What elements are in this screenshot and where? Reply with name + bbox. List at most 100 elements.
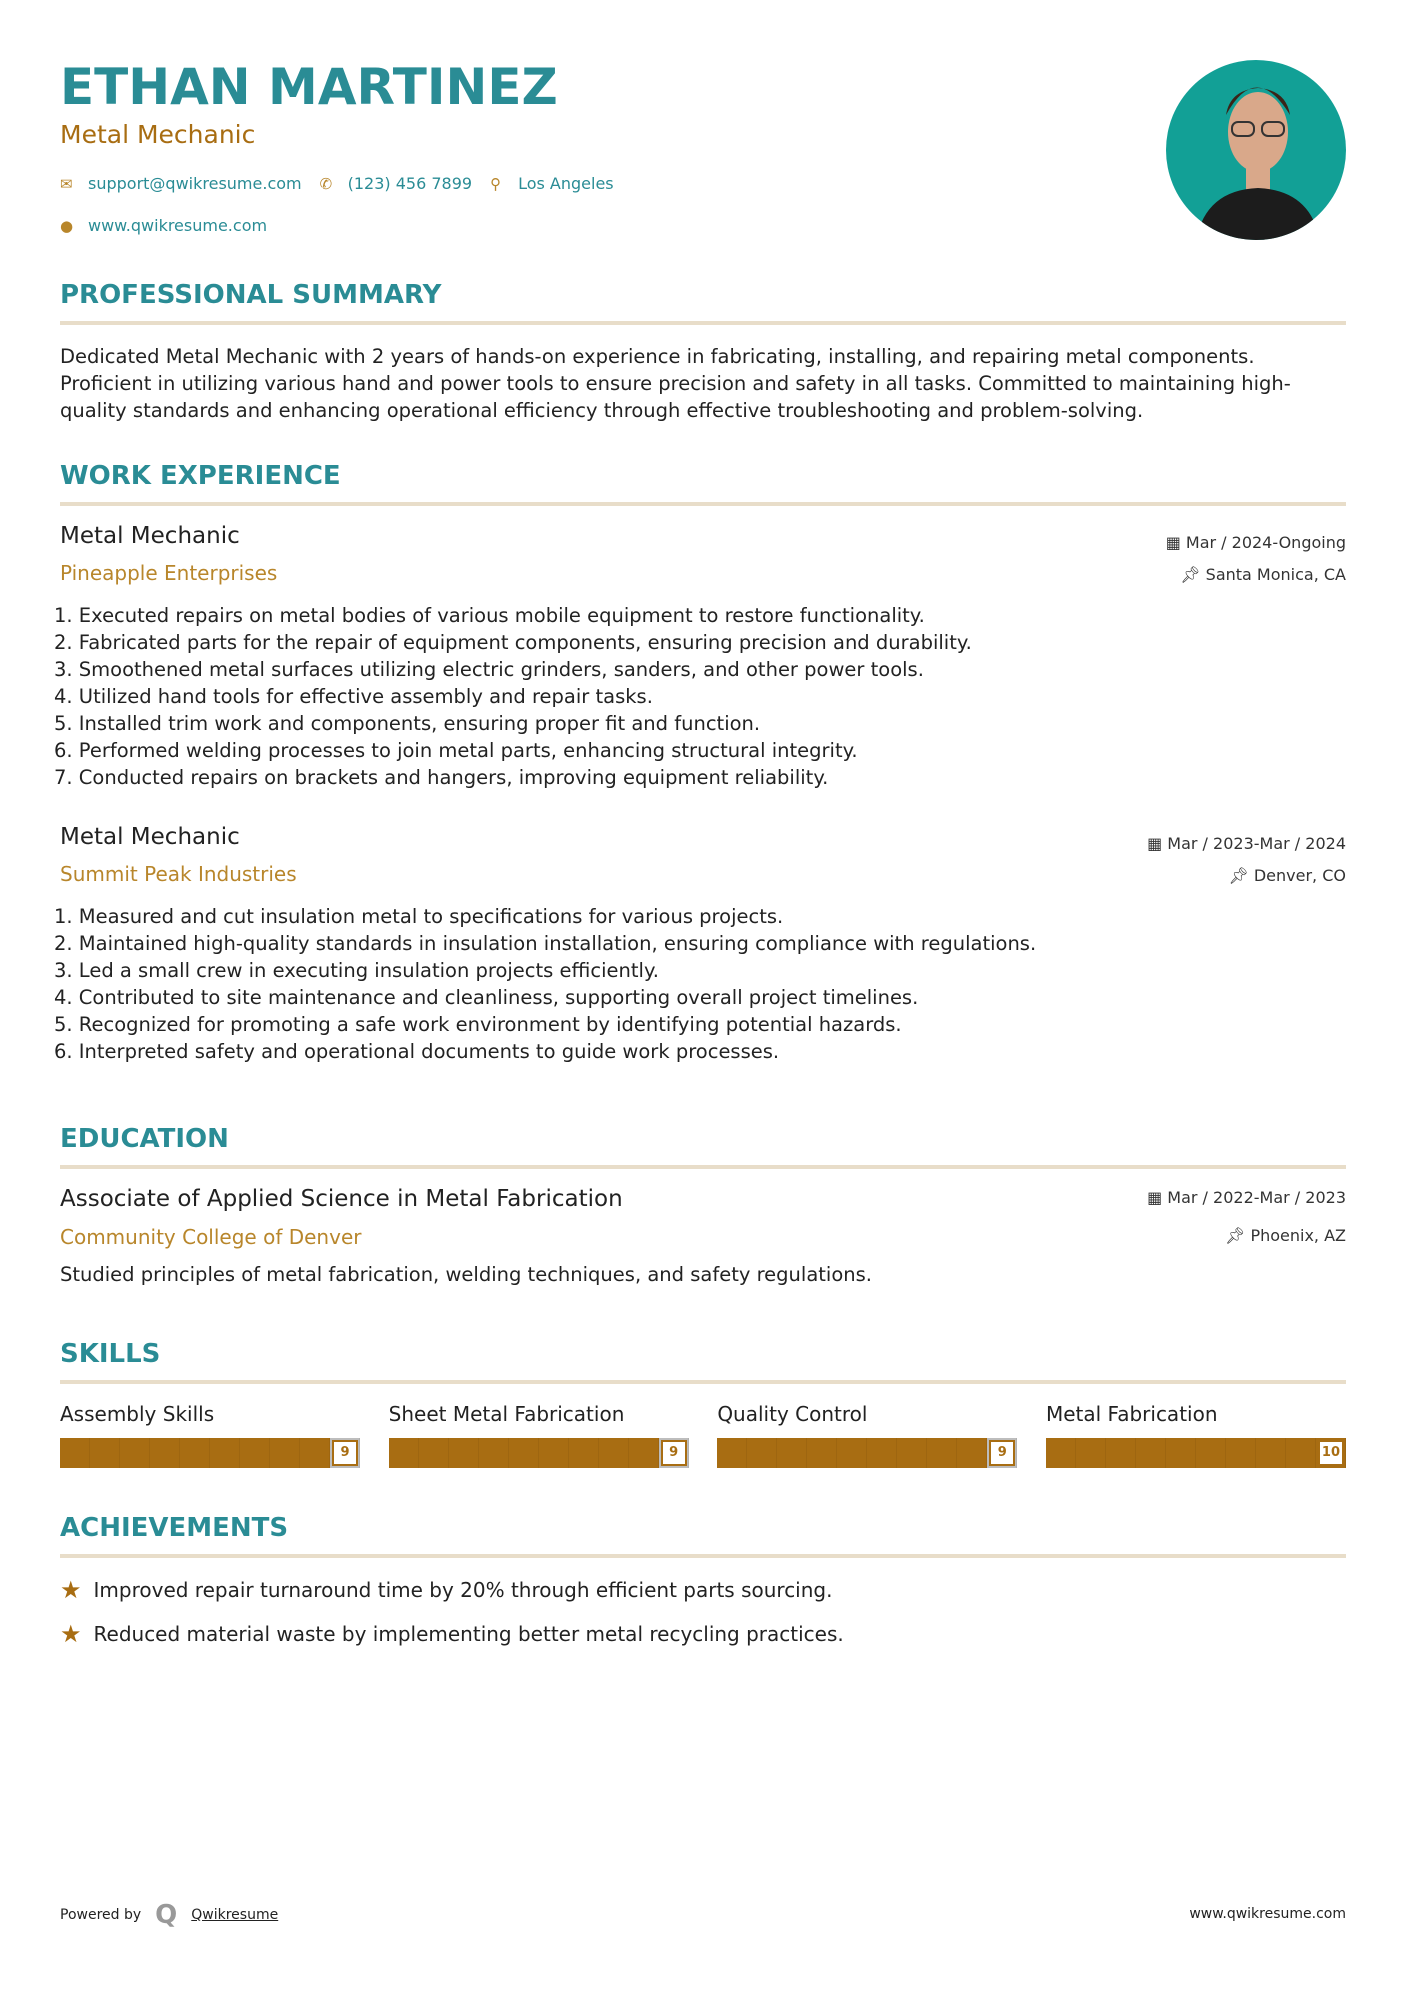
skill-bar-segment (1106, 1438, 1136, 1468)
skill-bar-segment (957, 1438, 988, 1468)
list-item: 2. Fabricated parts for the repair of eq… (54, 631, 972, 654)
skill-bar-segment (449, 1438, 479, 1468)
skill-name: Assembly Skills (60, 1402, 215, 1426)
list-item: 4. Contributed to site maintenance and c… (54, 986, 919, 1009)
skill-name: Metal Fabrication (1045, 1402, 1218, 1426)
skill-bar-segment (897, 1438, 928, 1468)
calendar-icon: ▦ (1165, 533, 1186, 552)
footer-brand: Powered by Q Qwikresume (60, 1900, 278, 1930)
skill-bar-segment (240, 1438, 270, 1468)
skill-bar-segment (389, 1438, 419, 1468)
summary-heading: PROFESSIONAL SUMMARY (60, 280, 442, 310)
company-name: Summit Peak Industries (60, 862, 297, 886)
pin-icon: 📌︎ (1225, 1226, 1251, 1245)
skill-bar-segment (717, 1438, 748, 1468)
skill-bar-segment (1136, 1438, 1166, 1468)
qwikresume-logo-icon: Q (155, 1900, 178, 1930)
job-location: 📌︎ Santa Monica, CA (1180, 565, 1346, 584)
envelope-icon: ✉ (60, 174, 73, 193)
list-item: 6. Performed welding processes to join m… (54, 739, 858, 762)
divider (60, 1165, 1346, 1169)
achievement-text: Improved repair turnaround time by 20% t… (93, 1578, 833, 1602)
list-item: 7. Conducted repairs on brackets and han… (54, 766, 829, 789)
divider (60, 502, 1346, 506)
skill-bar: 9 (717, 1438, 1018, 1468)
skill-bar-segment (807, 1438, 838, 1468)
job-title: Metal Mechanic (60, 824, 240, 850)
location-text: Los Angeles (518, 174, 614, 193)
skill-bar: 9 (60, 1438, 360, 1468)
list-item: 3. Smoothened metal surfaces utilizing e… (54, 658, 924, 681)
skill-bar: 10 (1045, 1438, 1346, 1468)
summary-text: Dedicated Metal Mechanic with 2 years of… (60, 345, 1291, 422)
globe-icon: ● (60, 216, 74, 235)
achievement-item: ★ Reduced material waste by implementing … (60, 1620, 844, 1648)
list-item: 6. Interpreted safety and operational do… (54, 1040, 780, 1063)
skill-item: Assembly Skills 9 (60, 1402, 360, 1468)
job-location: 📌︎ Denver, CO (1228, 866, 1346, 885)
skill-item: Metal Fabrication 10 (1045, 1402, 1346, 1468)
skill-bar-segment (419, 1438, 449, 1468)
skill-bar-segment (1226, 1438, 1256, 1468)
divider (60, 1554, 1346, 1558)
location-text: Phoenix, AZ (1250, 1226, 1346, 1245)
list-item: 1. Executed repairs on metal bodies of v… (54, 604, 925, 627)
phone-icon: ✆ (319, 174, 333, 193)
skill-bar-segment (837, 1438, 868, 1468)
skill-bar-segment (1196, 1438, 1226, 1468)
pin-icon: 📌︎ (1180, 565, 1206, 584)
job-dates: ▦ Mar / 2023-Mar / 2024 (1147, 834, 1346, 853)
brand-link[interactable]: Qwikresume (191, 1907, 279, 1923)
job-dates: ▦ Mar / 2024-Ongoing (1166, 533, 1346, 552)
website-row: ● www.qwikresume.com (60, 216, 267, 235)
powered-by-text: Powered by (60, 1907, 142, 1923)
education-location: 📌︎ Phoenix, AZ (1225, 1226, 1346, 1245)
skill-item: Quality Control 9 (717, 1402, 1018, 1468)
skill-bar-segment (479, 1438, 509, 1468)
skill-bar-segment (210, 1438, 240, 1468)
skill-bar-segment (1046, 1438, 1076, 1468)
email-link[interactable]: support@qwikresume.com (88, 174, 302, 193)
dates-text: Mar / 2023-Mar / 2024 (1167, 834, 1346, 853)
profile-photo (1166, 60, 1346, 240)
skill-bar-segment (150, 1438, 180, 1468)
list-item: 4. Utilized hand tools for effective ass… (54, 685, 653, 708)
dates-text: Mar / 2022-Mar / 2023 (1167, 1188, 1346, 1207)
skill-bar-segment (629, 1438, 659, 1468)
calendar-icon: ▦ (1147, 834, 1168, 853)
skill-level: 9 (989, 1440, 1016, 1466)
website-link[interactable]: www.qwikresume.com (88, 216, 268, 235)
list-item: 1. Measured and cut insulation metal to … (54, 905, 784, 928)
skill-bar-segment (1256, 1438, 1286, 1468)
skill-bar-segment (90, 1438, 120, 1468)
skill-bar-segment (569, 1438, 599, 1468)
skill-bar-segment (539, 1438, 569, 1468)
skill-bar-segment (180, 1438, 210, 1468)
education-dates: ▦ Mar / 2022-Mar / 2023 (1147, 1188, 1346, 1207)
skill-bar-segment (1316, 1438, 1346, 1468)
company-name: Pineapple Enterprises (60, 561, 278, 585)
pin-icon: 📌︎ (1228, 866, 1254, 885)
list-item: 3. Led a small crew in executing insulat… (54, 959, 659, 982)
job-bullets: 1. Measured and cut insulation metal to … (54, 903, 1036, 1065)
contact-row: ✉ support@qwikresume.com ✆ (123) 456 789… (60, 174, 614, 193)
skill-bar-segment (867, 1438, 898, 1468)
achievement-text: Reduced material waste by implementing b… (93, 1622, 844, 1646)
skill-bar-segment (1076, 1438, 1106, 1468)
skill-item: Sheet Metal Fabrication 9 (388, 1402, 689, 1468)
experience-heading: WORK EXPERIENCE (60, 461, 341, 491)
skill-level: 9 (332, 1440, 358, 1466)
skills-grid: Assembly Skills 9 Sheet Metal Fabrication… (60, 1402, 1346, 1468)
skill-bar-segment (270, 1438, 300, 1468)
list-item: 2. Maintained high-quality standards in … (54, 932, 1037, 955)
education-heading: EDUCATION (60, 1124, 229, 1154)
phone-text: (123) 456 7899 (347, 174, 473, 193)
skill-name: Quality Control (717, 1402, 868, 1426)
skill-level: 9 (660, 1440, 687, 1466)
achievement-item: ★ Improved repair turnaround time by 20% … (60, 1576, 832, 1604)
location-text: Denver, CO (1253, 866, 1346, 885)
skill-bar-segment (60, 1438, 90, 1468)
footer-website[interactable]: www.qwikresume.com (1189, 1906, 1346, 1922)
school-name: Community College of Denver (60, 1225, 362, 1249)
skill-bar-segment (120, 1438, 150, 1468)
